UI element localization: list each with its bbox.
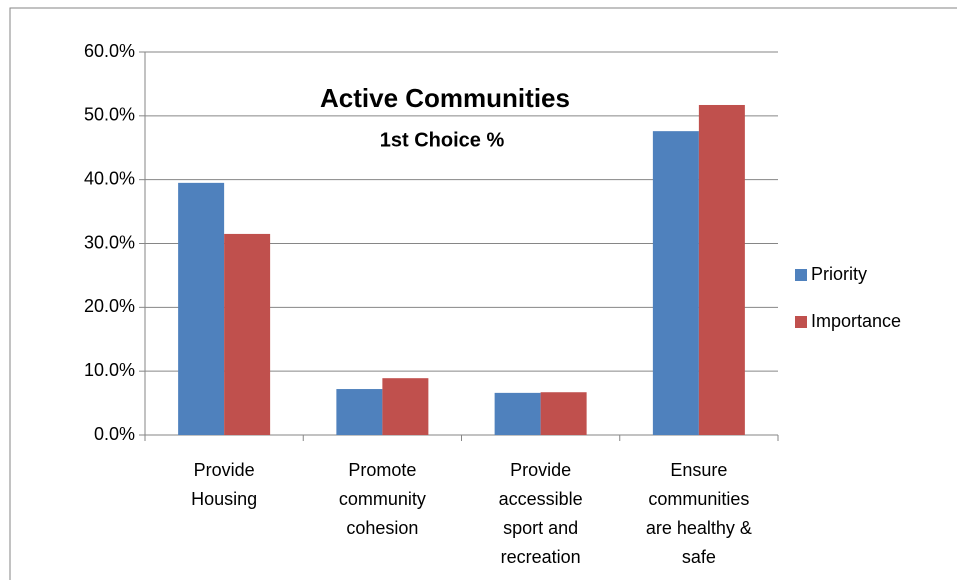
bar: [540, 392, 587, 435]
x-tick-label: Provide Housing: [191, 460, 258, 509]
bar: [698, 104, 745, 436]
y-tick-label: 60.0%: [84, 41, 135, 61]
y-tick-label: 30.0%: [84, 232, 135, 252]
bar: [224, 233, 271, 435]
y-tick-label: 20.0%: [84, 296, 135, 316]
legend-swatch: [795, 269, 807, 281]
x-tick-label: Promote community cohesion: [338, 460, 426, 538]
bar: [336, 389, 383, 435]
y-tick-label: 40.0%: [84, 168, 135, 188]
bar: [652, 131, 699, 436]
chart-subtitle: 1st Choice %: [380, 129, 505, 151]
y-tick-label: 50.0%: [84, 105, 135, 125]
x-tick-label: Ensure communities are healthy & safe: [645, 460, 752, 567]
chart-border: [9, 7, 957, 580]
y-tick-label: 10.0%: [84, 360, 135, 380]
legend-swatch: [795, 316, 807, 328]
x-tick-label: Provide accessible sport and recreation: [498, 460, 583, 567]
chart-title: Active Communities: [320, 83, 570, 113]
bar: [494, 392, 541, 435]
legend-label: Importance: [811, 311, 901, 331]
bar: [382, 378, 429, 435]
legend-label: Priority: [811, 264, 867, 284]
y-tick-label: 0.0%: [94, 424, 135, 444]
bar: [178, 182, 225, 435]
